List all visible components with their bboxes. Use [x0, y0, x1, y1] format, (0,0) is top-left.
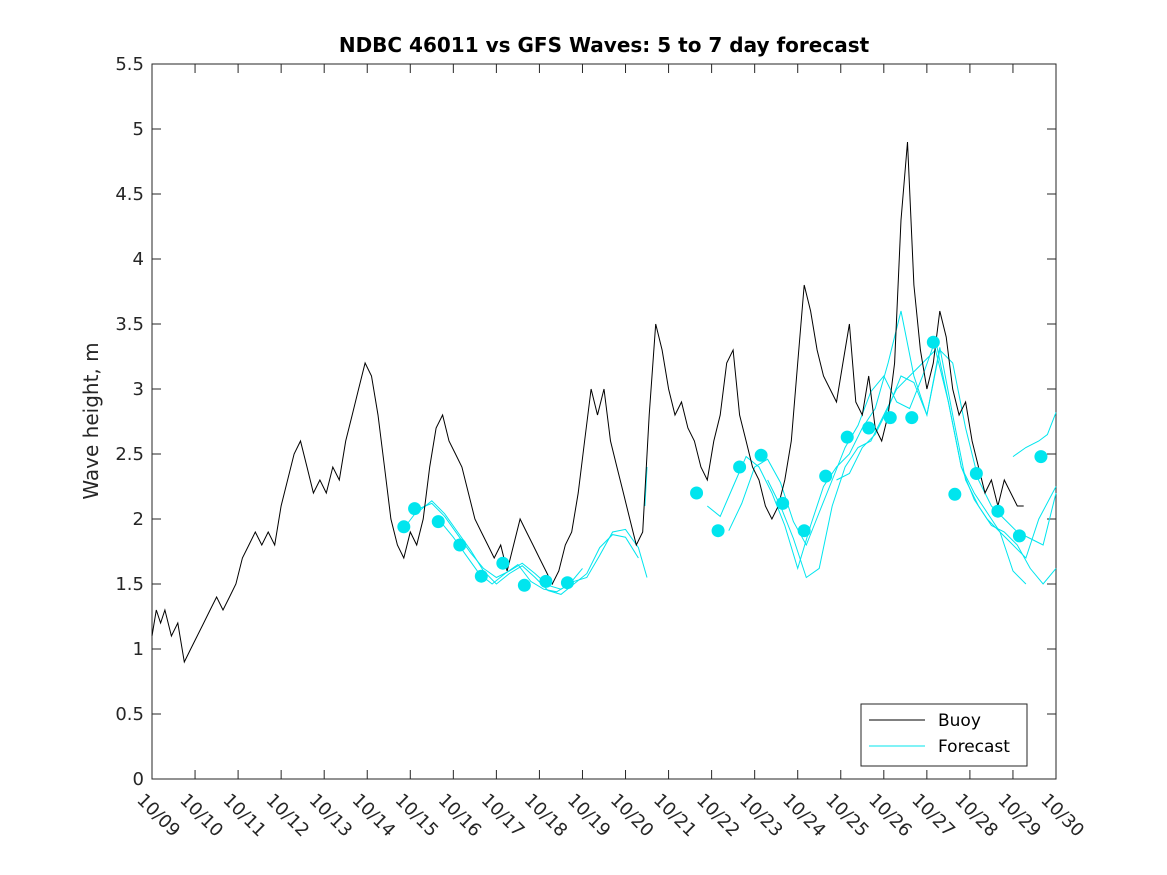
forecast-point	[905, 411, 919, 425]
forecast-point	[453, 538, 467, 552]
legend-forecast-label: Forecast	[938, 737, 1010, 757]
legend-box	[860, 703, 1028, 767]
forecast-point	[776, 496, 790, 510]
forecast-line	[405, 502, 648, 590]
forecast-line	[440, 521, 583, 593]
forecast-point	[797, 524, 811, 538]
forecast-point	[733, 460, 747, 474]
y-tick-label: 3.5	[115, 314, 144, 335]
forecast-line	[767, 349, 1027, 585]
forecast-line	[644, 466, 648, 507]
forecast-point	[840, 430, 854, 444]
forecast-point	[969, 467, 983, 480]
y-tick-label: 1	[133, 639, 144, 660]
forecast-point	[431, 515, 445, 529]
y-tick-label: 1.5	[115, 574, 144, 595]
legend: Buoy Forecast	[860, 703, 1028, 767]
forecast-point	[991, 504, 1005, 518]
forecast-point	[754, 448, 768, 462]
y-tick-label: 2	[133, 509, 144, 530]
forecast-point	[408, 502, 422, 516]
forecast-point	[690, 486, 704, 500]
y-tick-label: 3	[133, 379, 144, 400]
chart-title: NDBC 46011 vs GFS Waves: 5 to 7 day fore…	[339, 33, 870, 57]
forecast-point	[926, 335, 940, 349]
y-axis-label: Wave height, m	[79, 342, 103, 499]
y-tick-label: 4	[133, 249, 144, 270]
y-tick-label: 0	[133, 769, 144, 790]
forecast-point	[517, 578, 531, 592]
forecast-point	[539, 574, 553, 588]
forecast-line	[418, 500, 639, 595]
forecast-line	[706, 310, 1057, 585]
forecast-point	[711, 524, 725, 538]
forecast-line	[1012, 412, 1057, 458]
y-tick-label: 4.5	[115, 184, 144, 205]
forecast-point	[862, 421, 876, 435]
forecast-point	[883, 411, 897, 425]
forecast-point	[948, 487, 962, 501]
legend-buoy-label: Buoy	[938, 711, 981, 731]
forecast-point	[496, 556, 510, 570]
y-tick-label: 5.5	[115, 54, 144, 75]
forecast-point	[1034, 450, 1048, 464]
axes-frame	[151, 63, 1057, 780]
forecast-point	[560, 576, 574, 590]
y-tick-label: 2.5	[115, 444, 144, 465]
forecast-point	[1012, 529, 1026, 543]
buoy-line	[151, 141, 1024, 664]
y-tick-label: 5	[133, 119, 144, 140]
forecast-point	[397, 520, 411, 534]
forecast-point	[474, 569, 488, 583]
forecast-point	[819, 469, 833, 483]
y-tick-label: 0.5	[115, 704, 144, 725]
